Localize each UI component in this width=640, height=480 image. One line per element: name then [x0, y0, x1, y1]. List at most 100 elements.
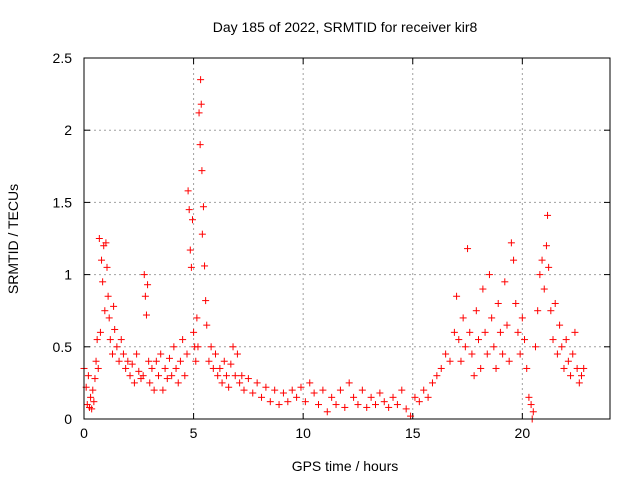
- data-point: [140, 271, 148, 279]
- grid-lines: [84, 58, 610, 419]
- data-point: [433, 372, 441, 380]
- data-point: [238, 372, 246, 380]
- data-point: [168, 372, 176, 380]
- data-point: [201, 262, 209, 270]
- data-point: [225, 383, 233, 391]
- data-point: [470, 372, 478, 380]
- data-point: [218, 379, 226, 387]
- data-point: [209, 364, 217, 372]
- data-point: [99, 278, 107, 286]
- data-point: [197, 100, 205, 108]
- data-point: [297, 383, 305, 391]
- y-tick-label: 1.5: [53, 194, 73, 210]
- data-point: [571, 328, 579, 336]
- data-point: [196, 141, 204, 149]
- data-point: [567, 372, 575, 380]
- data-point: [531, 343, 539, 351]
- data-point: [142, 311, 150, 319]
- data-point: [179, 336, 187, 344]
- data-point: [518, 314, 526, 322]
- data-point: [159, 386, 167, 394]
- data-point: [477, 364, 485, 372]
- data-point: [88, 405, 96, 413]
- data-point: [376, 389, 384, 397]
- data-point: [380, 398, 388, 406]
- data-point: [512, 299, 520, 307]
- data-point: [407, 412, 415, 420]
- data-point: [111, 325, 119, 333]
- data-point: [90, 398, 98, 406]
- data-point: [94, 364, 102, 372]
- data-point: [126, 372, 134, 380]
- data-point: [328, 393, 336, 401]
- data-point: [199, 203, 207, 211]
- y-tick-label: 0.5: [53, 339, 73, 355]
- data-point: [165, 354, 173, 362]
- data-point: [499, 350, 507, 358]
- data-point: [144, 281, 152, 289]
- data-point: [95, 235, 103, 242]
- data-point: [461, 343, 469, 351]
- data-point: [181, 372, 189, 380]
- data-point: [244, 375, 252, 383]
- data-point: [293, 393, 301, 401]
- data-point: [358, 386, 366, 394]
- data-point: [332, 401, 340, 409]
- data-point: [553, 350, 561, 358]
- data-point: [193, 314, 201, 322]
- data-point: [229, 343, 237, 351]
- data-point: [133, 350, 141, 358]
- plot-frame: [83, 57, 611, 420]
- x-axis-label: GPS time / hours: [292, 458, 399, 474]
- data-point: [222, 372, 230, 380]
- data-point: [258, 393, 266, 401]
- data-point: [157, 350, 165, 358]
- data-point: [350, 393, 358, 401]
- data-point: [562, 336, 570, 344]
- data-point: [145, 357, 153, 365]
- data-point: [505, 357, 513, 365]
- data-point: [124, 357, 132, 365]
- data-point: [240, 386, 248, 394]
- data-point: [521, 336, 529, 344]
- data-point: [490, 343, 498, 351]
- data-point: [578, 372, 586, 380]
- data-point: [155, 372, 163, 380]
- data-point: [233, 350, 241, 358]
- data-point: [479, 285, 487, 293]
- data-point: [545, 263, 553, 271]
- data-point: [119, 350, 127, 358]
- data-point: [141, 292, 149, 300]
- data-point: [525, 393, 533, 401]
- data-point: [84, 372, 92, 380]
- data-point: [103, 263, 111, 271]
- data-point: [466, 328, 474, 336]
- data-point: [547, 307, 555, 315]
- data-point: [310, 389, 318, 397]
- data-point: [558, 343, 566, 351]
- data-point: [148, 364, 156, 372]
- data-point: [139, 372, 147, 380]
- data-point: [183, 350, 191, 358]
- data-point: [152, 357, 160, 365]
- data-point: [197, 76, 205, 84]
- data-point: [266, 398, 274, 406]
- data-point: [203, 321, 211, 329]
- data-point: [253, 379, 261, 387]
- data-point: [227, 360, 235, 368]
- data-points: [80, 76, 588, 423]
- data-point: [306, 379, 314, 387]
- data-point: [389, 393, 397, 401]
- data-point: [345, 379, 353, 387]
- data-point: [354, 401, 362, 409]
- data-point: [371, 401, 379, 409]
- data-point: [341, 403, 349, 411]
- data-point: [130, 379, 138, 387]
- data-point: [188, 216, 196, 224]
- data-point: [275, 401, 283, 409]
- data-point: [411, 393, 419, 401]
- data-point: [249, 389, 257, 397]
- data-point: [538, 256, 546, 264]
- y-tick-label: 0: [64, 411, 72, 427]
